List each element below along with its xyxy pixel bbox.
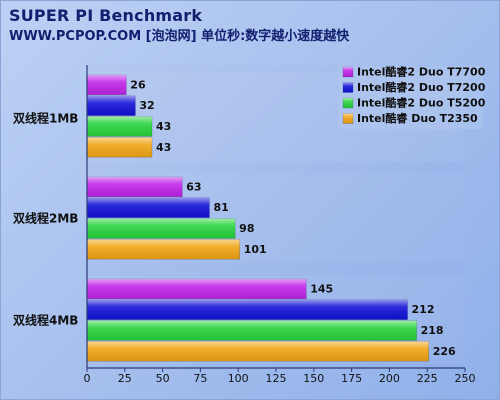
x-tick-label: 150 bbox=[303, 372, 324, 385]
bar-highlight bbox=[87, 137, 153, 158]
x-tick-label: 50 bbox=[156, 372, 170, 385]
category-labels-layer: 双线程1MB 双线程2MB 双线程4MB bbox=[13, 111, 78, 328]
legend-swatch-highlight bbox=[343, 82, 353, 93]
bar-highlight bbox=[87, 218, 236, 239]
data-label: 101 bbox=[244, 243, 267, 256]
legend-label: Intel酷睿 Duo T2350 bbox=[357, 111, 478, 125]
data-label: 32 bbox=[139, 99, 154, 112]
bar-highlight bbox=[87, 197, 210, 218]
data-label: 98 bbox=[239, 222, 254, 235]
bar-highlight bbox=[87, 95, 136, 116]
bar-highlight bbox=[87, 320, 417, 341]
legend-box bbox=[338, 66, 483, 129]
x-ticks-layer: 0 25 50 75 100 125 150 175 200 225 250 bbox=[84, 368, 476, 385]
x-tick-label: 0 bbox=[84, 372, 91, 385]
data-label: 145 bbox=[310, 282, 333, 295]
legend-swatch-highlight bbox=[343, 113, 353, 124]
x-tick-label: 200 bbox=[379, 372, 400, 385]
x-tick-label: 75 bbox=[193, 372, 207, 385]
bar-highlight bbox=[87, 239, 240, 260]
bar-highlight bbox=[87, 279, 307, 299]
bar-highlight bbox=[87, 75, 127, 95]
chart-subtitle: WWW.PCPOP.COM [泡泡网] 单位秒:数字越小速度越快 bbox=[9, 29, 350, 44]
legend-swatch-highlight bbox=[343, 67, 353, 77]
legend-label: Intel酷睿2 Duo T7200 bbox=[357, 80, 486, 94]
data-label: 81 bbox=[213, 201, 228, 214]
x-tick-label: 225 bbox=[417, 372, 438, 385]
bar-highlight bbox=[87, 341, 429, 362]
data-label: 63 bbox=[186, 180, 201, 193]
bar-highlight bbox=[87, 116, 153, 137]
category-label: 双线程4MB bbox=[13, 313, 78, 328]
data-label: 212 bbox=[412, 303, 435, 316]
bars-layer bbox=[86, 74, 430, 362]
category-label: 双线程1MB bbox=[13, 111, 78, 126]
legend-label: Intel酷睿2 Duo T7700 bbox=[357, 65, 486, 79]
data-label: 43 bbox=[156, 141, 171, 154]
x-tick-label: 250 bbox=[455, 372, 476, 385]
category-label: 双线程2MB bbox=[13, 211, 78, 226]
data-label: 43 bbox=[156, 120, 171, 133]
x-tick-label: 25 bbox=[118, 372, 132, 385]
data-label: 26 bbox=[130, 78, 146, 91]
bar-highlight bbox=[87, 177, 183, 197]
x-tick-label: 175 bbox=[341, 372, 362, 385]
legend-label: Intel酷睿2 Duo T5200 bbox=[357, 96, 486, 110]
x-tick-label: 100 bbox=[228, 372, 249, 385]
chart-title: SUPER PI Benchmark bbox=[9, 6, 203, 25]
data-label: 218 bbox=[421, 324, 444, 337]
legend-swatch-highlight bbox=[343, 98, 353, 108]
data-label: 226 bbox=[433, 345, 456, 358]
bar-highlight bbox=[87, 299, 408, 320]
x-tick-label: 125 bbox=[266, 372, 287, 385]
